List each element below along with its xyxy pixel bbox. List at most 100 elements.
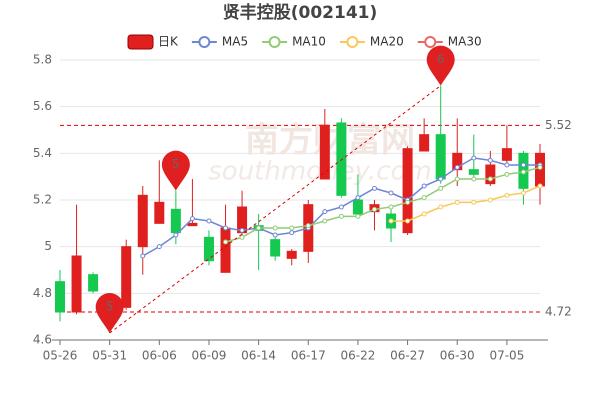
ma-point [537,183,543,189]
y-tick-label: 5 [44,239,52,253]
ma-point [322,218,328,224]
legend-icon [198,36,211,48]
candle-body [55,281,65,313]
trend-line [109,85,441,334]
mark-point-label: 6 [437,52,445,66]
ma-point [487,176,493,182]
candle-body [286,250,297,259]
ma-point [487,197,493,203]
legend-label: MA10 [292,35,326,49]
x-tick-label: 05-26 [43,349,78,363]
mark-point [426,45,455,86]
ma-point [223,225,229,231]
ma-point [272,225,278,231]
candle-body [435,134,446,180]
ma-point [454,199,460,205]
x-tick-label: 05-31 [92,349,127,363]
ma-point [537,164,543,170]
y-tick-label: 4.6 [33,333,52,347]
x-tick-label: 06-06 [142,349,177,363]
ma-point [471,176,477,182]
ma-point [223,239,229,245]
ma-point [438,185,444,191]
x-tick-label: 07-05 [489,349,524,363]
candle-body [154,201,165,224]
ma-point [388,204,394,210]
ma-point [305,223,311,229]
ma-point [239,234,245,240]
legend-label: MA30 [448,35,482,49]
ma-point [371,206,377,212]
legend-icon [346,36,359,48]
legend-label: 日K [158,35,179,49]
ma-point [355,195,361,201]
ma-point [371,185,377,191]
ma-point [520,169,526,175]
ma-point [256,225,262,231]
ma-point [405,218,411,224]
candle-body [170,208,181,234]
mark-point-label: 5 [106,300,114,314]
ma-point [173,232,179,238]
y-tick-label: 5.6 [33,99,52,113]
ma-point [338,213,344,219]
ma-point [454,176,460,182]
x-tick-label: 06-22 [340,349,375,363]
chart-title: 贤丰控股(002141) [223,2,378,23]
candle-body [419,134,430,152]
ma-point [438,176,444,182]
candle-body [468,169,479,175]
candle-body [220,227,231,273]
legend-icon [424,36,437,48]
ma-point [504,192,510,198]
candle-body [137,194,148,248]
y-tick-label: 5.4 [33,146,52,160]
candle-body [88,274,99,292]
legend-label: MA5 [222,35,248,49]
legend-icon [268,36,281,48]
ma-point [504,162,510,168]
candle-body [352,199,363,215]
ma-point [520,162,526,168]
mark-line-label: 4.72 [545,305,572,319]
ma-point [438,204,444,210]
candle-body [336,122,347,196]
ma-point [289,225,295,231]
x-tick-label: 06-09 [192,349,227,363]
y-tick-label: 5.8 [33,53,52,67]
ma-point [405,199,411,205]
x-tick-label: 06-27 [390,349,425,363]
ma-point [272,232,278,238]
ma-line [391,185,541,222]
ma-point [322,209,328,215]
candle-body [121,246,132,308]
x-tick-label: 06-14 [241,349,276,363]
ma-line [225,166,541,243]
legend-icon [127,34,154,50]
ma-point [239,227,245,233]
ma-point [421,183,427,189]
ma-point [471,155,477,161]
candle-body [71,255,82,313]
candle-body [203,236,214,262]
ma-point [355,213,361,219]
ma-point [388,190,394,196]
legend-label: MA20 [370,35,404,49]
ma-point [421,195,427,201]
ma-point [189,216,195,222]
ma-point [206,218,212,224]
candle-body [501,148,512,161]
ma-point [140,253,146,259]
candle-body [270,239,281,257]
mark-point-label: 5 [172,157,180,171]
ma-point [156,244,162,250]
ma-point [454,164,460,170]
ma-point [520,190,526,196]
candle-body [485,164,496,185]
mark-line-label: 5.52 [545,118,572,132]
ma-point [289,230,295,236]
ma-point [421,211,427,217]
y-tick-label: 4.8 [33,286,52,300]
x-tick-label: 06-30 [440,349,475,363]
